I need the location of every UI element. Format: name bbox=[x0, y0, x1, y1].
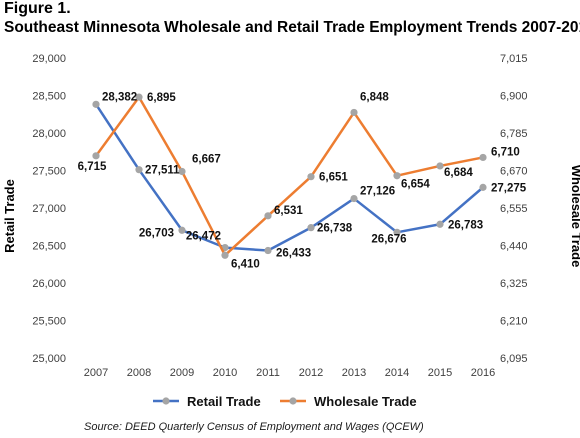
retail-trade-line bbox=[94, 103, 484, 252]
data-labels: 28,382 27,511 26,703 26,472 26,433 26,738 27,1… bbox=[78, 91, 527, 270]
wholesale-trade-point bbox=[307, 173, 315, 181]
left-tick-label: 26,000 bbox=[32, 278, 66, 290]
right-tick-label: 6,670 bbox=[500, 166, 528, 178]
wholesale-trade-data-label: 6,715 bbox=[78, 161, 107, 173]
x-tick-label: 2007 bbox=[84, 367, 108, 379]
left-axis-ticks: 25,000 25,500 26,000 26,500 27,000 27,500 28,0… bbox=[32, 53, 66, 365]
wholesale-trade-point bbox=[135, 93, 143, 101]
retail-trade-point bbox=[436, 220, 444, 228]
x-tick-label: 2014 bbox=[385, 367, 409, 379]
x-tick-label: 2016 bbox=[471, 367, 495, 379]
retail-trade-point bbox=[393, 228, 401, 236]
wholesale-trade-data-label: 6,684 bbox=[444, 167, 473, 179]
left-tick-label: 27,500 bbox=[32, 166, 66, 178]
wholesale-trade-data-label: 6,651 bbox=[319, 172, 348, 184]
wholesale-trade-point bbox=[92, 152, 100, 160]
retail-trade-data-label: 26,472 bbox=[186, 231, 221, 243]
right-axis-title: Wholesale Trade bbox=[569, 165, 580, 268]
retail-trade-point bbox=[264, 246, 272, 255]
retail-trade-data-label: 26,783 bbox=[448, 219, 483, 231]
wholesale-trade-data-label: 6,895 bbox=[147, 92, 176, 104]
retail-trade-point bbox=[135, 166, 143, 174]
left-tick-label: 26,500 bbox=[32, 241, 66, 253]
left-axis-title: Retail Trade bbox=[2, 179, 17, 253]
wholesale-trade-data-label: 6,667 bbox=[192, 153, 221, 165]
x-tick-label: 2011 bbox=[256, 367, 280, 379]
wholesale-trade-point bbox=[479, 153, 487, 162]
left-tick-label: 28,500 bbox=[32, 91, 66, 103]
retail-trade-data-label: 26,433 bbox=[276, 248, 311, 260]
retail-trade-data-label: 27,275 bbox=[491, 182, 527, 194]
x-tick-label: 2012 bbox=[299, 367, 323, 379]
retail-trade-point bbox=[92, 100, 100, 108]
left-tick-label: 28,000 bbox=[32, 128, 66, 140]
left-tick-label: 25,500 bbox=[32, 316, 66, 328]
x-tick-label: 2008 bbox=[127, 367, 151, 379]
wholesale-trade-data-label: 6,531 bbox=[274, 205, 303, 217]
retail-trade-data-label: 26,676 bbox=[371, 233, 406, 245]
right-tick-label: 6,095 bbox=[500, 353, 528, 365]
wholesale-trade-data-label: 6,410 bbox=[231, 258, 260, 270]
wholesale-trade-data-label: 6,710 bbox=[491, 146, 520, 158]
wholesale-trade-point bbox=[178, 167, 186, 176]
wholesale-trade-point bbox=[264, 212, 272, 220]
x-tick-label: 2013 bbox=[342, 367, 366, 379]
left-tick-label: 27,000 bbox=[32, 203, 66, 215]
retail-trade-data-label: 28,382 bbox=[102, 91, 137, 103]
retail-trade-point bbox=[479, 183, 487, 191]
wholesale-trade-data-label: 6,654 bbox=[401, 179, 430, 191]
retail-trade-data-label: 27,126 bbox=[360, 186, 395, 198]
right-axis-ticks: 6,095 6,210 6,325 6,440 6,555 6,670 6,785 6,900… bbox=[500, 53, 528, 365]
wholesale-trade-point bbox=[350, 108, 358, 117]
right-tick-label: 6,440 bbox=[500, 241, 528, 253]
figure-label: Figure 1. bbox=[4, 0, 71, 17]
x-tick-label: 2010 bbox=[213, 367, 237, 379]
retail-trade-point bbox=[350, 194, 358, 203]
wholesale-trade-point bbox=[393, 172, 401, 180]
wholesale-trade-point bbox=[436, 162, 444, 170]
retail-trade-point bbox=[307, 224, 315, 232]
wholesale-trade-data-label: 6,848 bbox=[360, 91, 389, 103]
right-tick-label: 6,785 bbox=[500, 128, 528, 140]
right-tick-label: 6,210 bbox=[500, 316, 528, 328]
retail-trade-point bbox=[178, 226, 186, 234]
series-layer bbox=[92, 93, 487, 259]
wholesale-trade-legend-label: Wholesale Trade bbox=[314, 394, 417, 409]
retail-trade-data-label: 27,511 bbox=[145, 165, 180, 177]
source-note: Source: DEED Quarterly Census of Employm… bbox=[84, 421, 424, 433]
retail-trade-legend-label: Retail Trade bbox=[187, 394, 261, 409]
wholesale-trade-line bbox=[94, 95, 484, 257]
x-tick-label: 2015 bbox=[428, 367, 452, 379]
left-tick-label: 29,000 bbox=[32, 53, 66, 65]
wholesale-trade-legend-marker bbox=[289, 397, 297, 405]
right-tick-label: 6,325 bbox=[500, 278, 528, 290]
right-tick-label: 6,900 bbox=[500, 91, 528, 103]
x-axis-ticks: 2007 2008 2009 2010 2011 2012 2013 2014 2015 2016 bbox=[84, 367, 495, 379]
right-tick-label: 7,015 bbox=[500, 53, 528, 65]
retail-trade-legend-marker bbox=[162, 397, 170, 405]
retail-trade-data-label: 26,738 bbox=[317, 223, 353, 235]
legend: Retail Trade Wholesale Trade bbox=[153, 394, 417, 409]
chart-title: Southeast Minnesota Wholesale and Retail… bbox=[4, 19, 580, 36]
retail-trade-data-label: 26,703 bbox=[139, 227, 174, 239]
x-tick-label: 2009 bbox=[170, 367, 194, 379]
left-tick-label: 25,000 bbox=[32, 353, 66, 365]
wholesale-trade-point bbox=[221, 251, 229, 259]
right-tick-label: 6,555 bbox=[500, 203, 528, 215]
